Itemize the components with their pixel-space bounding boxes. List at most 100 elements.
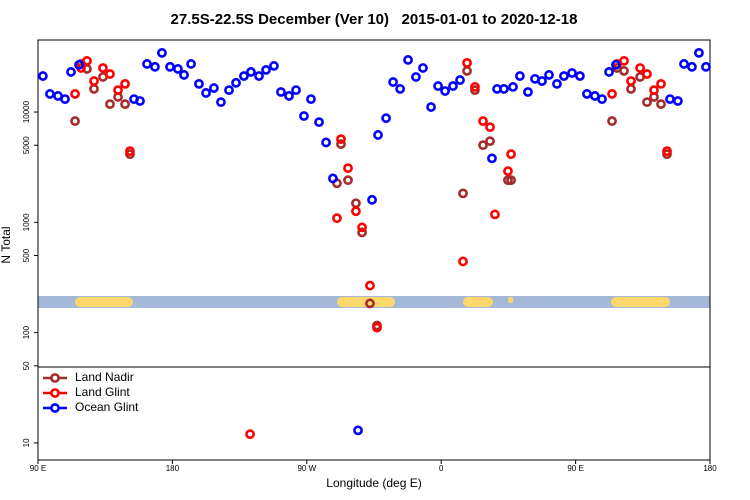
y-axis-label: N Total <box>0 226 13 263</box>
legend-label: Land Glint <box>75 385 130 399</box>
point <box>626 84 636 94</box>
point <box>499 84 509 94</box>
legend-marker <box>50 388 60 398</box>
point <box>113 85 123 96</box>
point <box>544 70 554 80</box>
point <box>245 429 255 440</box>
point <box>559 71 569 81</box>
point <box>209 83 219 93</box>
point <box>179 70 189 80</box>
point <box>642 97 652 108</box>
point <box>458 256 468 267</box>
y-tick-label: 10000 <box>22 100 31 123</box>
point <box>351 206 361 217</box>
x-tick-label: 180 <box>703 464 717 473</box>
point <box>604 67 614 77</box>
point <box>357 222 367 233</box>
point <box>336 134 346 145</box>
point <box>291 85 301 96</box>
point <box>448 81 458 91</box>
point <box>395 84 406 94</box>
point <box>470 82 480 92</box>
point <box>607 89 617 99</box>
point <box>45 89 55 99</box>
point <box>462 66 472 76</box>
point <box>142 59 152 69</box>
point <box>388 77 399 87</box>
point <box>597 94 607 105</box>
point <box>575 71 585 81</box>
point <box>314 117 324 128</box>
point <box>672 96 683 106</box>
point <box>105 69 115 79</box>
point <box>656 78 666 89</box>
point <box>98 63 108 73</box>
point <box>343 175 353 186</box>
point <box>514 71 525 81</box>
point <box>254 71 264 81</box>
point <box>462 57 472 68</box>
land-patches <box>75 297 670 307</box>
y-tick-label: 5000 <box>22 136 31 154</box>
point <box>365 298 375 309</box>
point <box>485 136 495 147</box>
point <box>66 67 76 77</box>
point <box>694 47 704 58</box>
point <box>70 116 80 126</box>
point <box>336 139 346 150</box>
point <box>201 88 211 98</box>
point <box>381 113 391 124</box>
point <box>105 99 115 110</box>
point <box>506 149 516 160</box>
point <box>440 86 450 96</box>
point <box>607 116 617 126</box>
legend-marker <box>50 373 60 383</box>
x-tick-label: 90 W <box>297 464 316 473</box>
point <box>656 99 666 110</box>
x-axis-label: Longitude (deg E) <box>326 476 421 490</box>
point <box>503 166 513 177</box>
point <box>411 72 421 82</box>
point <box>239 71 249 81</box>
point <box>135 96 145 106</box>
point <box>38 71 48 81</box>
point <box>679 59 689 69</box>
x-tick-label: 0 <box>439 464 444 473</box>
point <box>60 94 70 105</box>
point <box>216 97 226 108</box>
y-tick-label: 500 <box>22 248 31 262</box>
y-tick-label: 50 <box>22 361 31 370</box>
point <box>343 163 353 174</box>
point <box>120 99 130 110</box>
point <box>458 188 468 199</box>
point <box>426 102 436 112</box>
point <box>82 55 92 66</box>
point <box>194 78 204 89</box>
point <box>125 146 135 157</box>
point <box>582 89 592 99</box>
y-tick-label: 10 <box>22 438 31 447</box>
point <box>165 61 175 72</box>
point <box>284 91 294 101</box>
point <box>455 75 465 85</box>
point <box>567 68 577 78</box>
point <box>611 59 621 70</box>
point <box>157 47 167 58</box>
point <box>485 122 495 133</box>
point <box>224 85 234 96</box>
chart-title: 27.5S-22.5S December (Ver 10) 2015-01-01… <box>171 11 578 28</box>
point <box>89 84 99 94</box>
point <box>619 66 629 76</box>
point <box>299 111 309 121</box>
y-tick-label: 100 <box>22 325 31 339</box>
point <box>665 94 675 105</box>
legend-label: Ocean Glint <box>75 400 139 414</box>
point <box>231 77 241 88</box>
x-tick-label: 180 <box>166 464 180 473</box>
point <box>353 425 363 436</box>
point <box>626 76 636 86</box>
legend-label: Land Nadir <box>75 370 134 384</box>
y-tick-label: 1000 <box>22 213 31 231</box>
point <box>173 64 183 74</box>
point <box>306 94 316 105</box>
